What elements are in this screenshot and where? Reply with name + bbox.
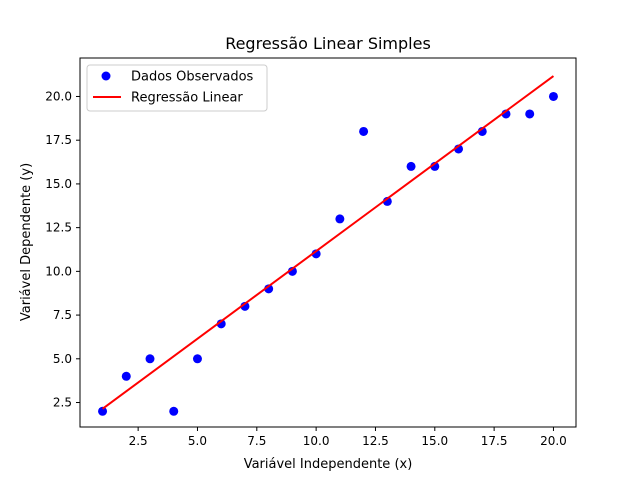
regression-line bbox=[101, 75, 555, 410]
x-tick-label: 2.5 bbox=[129, 434, 148, 448]
x-tick-label: 15.0 bbox=[421, 434, 448, 448]
y-axis-label: Variável Dependente (y) bbox=[19, 163, 34, 321]
data-point bbox=[216, 319, 226, 329]
data-point bbox=[264, 284, 274, 294]
legend-label-dados-observados: Dados Observados bbox=[131, 70, 254, 85]
x-tick-label: 10.0 bbox=[303, 434, 330, 448]
x-tick-label: 5.0 bbox=[188, 434, 207, 448]
legend-label-regressao-linear: Regressão Linear bbox=[131, 91, 243, 106]
legend: Dados Observados Regressão Linear bbox=[86, 64, 268, 112]
y-tick-label: 12.5 bbox=[45, 221, 72, 235]
x-axis: 2.5 5.0 7.5 10.0 12.5 15.0 17.5 20.0 bbox=[129, 427, 567, 448]
legend-marker-dados-observados bbox=[101, 71, 111, 81]
legend-frame bbox=[86, 64, 268, 112]
x-tick-label: 12.5 bbox=[362, 434, 389, 448]
data-point bbox=[98, 406, 108, 416]
data-point bbox=[548, 91, 558, 101]
y-tick-label: 20.0 bbox=[45, 89, 72, 103]
y-tick-label: 10.0 bbox=[45, 264, 72, 278]
plot-frame bbox=[79, 57, 577, 428]
data-point bbox=[121, 371, 131, 381]
y-tick-label: 15.0 bbox=[45, 177, 72, 191]
plot-area bbox=[98, 75, 558, 416]
x-axis-label: Variável Independente (x) bbox=[244, 457, 413, 472]
y-tick-label: 7.5 bbox=[53, 308, 72, 322]
data-point bbox=[192, 354, 202, 364]
y-tick-label: 2.5 bbox=[53, 396, 72, 410]
data-point bbox=[335, 214, 345, 224]
y-axis: 2.5 5.0 7.5 10.0 12.5 15.0 17.5 20.0 bbox=[45, 89, 80, 410]
data-point bbox=[525, 109, 535, 119]
x-tick-label: 20.0 bbox=[540, 434, 567, 448]
y-tick-label: 17.5 bbox=[45, 133, 72, 147]
data-point bbox=[406, 161, 416, 171]
data-point bbox=[240, 301, 250, 311]
data-point bbox=[359, 126, 369, 136]
x-tick-label: 7.5 bbox=[247, 434, 266, 448]
y-tick-label: 5.0 bbox=[53, 352, 72, 366]
x-tick-label: 17.5 bbox=[481, 434, 508, 448]
data-point bbox=[145, 354, 155, 364]
chart-title: Regressão Linear Simples bbox=[225, 34, 431, 53]
data-point bbox=[169, 406, 179, 416]
